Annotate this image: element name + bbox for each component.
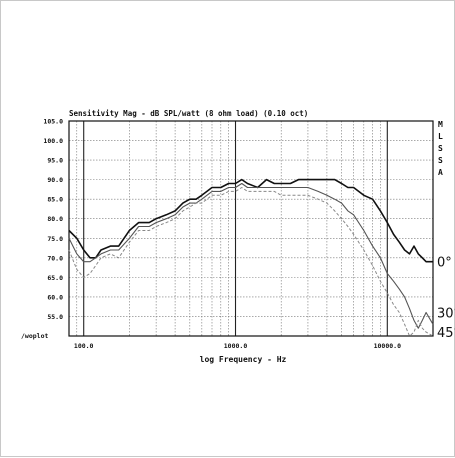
x-axis-label: log Frequency - Hz — [200, 355, 287, 364]
angle-label: 30° — [437, 307, 455, 322]
series-line — [68, 182, 434, 329]
angle-label: 0° — [437, 256, 452, 271]
tick-layer: 105.0 100.0 95.0 90.0 85.0 80.0 75.0 70.0 65.0 60… — [43, 118, 401, 351]
side-legend-letter: S — [438, 144, 443, 153]
y-tick-label: 60.0 — [47, 293, 63, 301]
y-tick-label: 70.0 — [47, 254, 63, 262]
x-tick-label: 1000.0 — [224, 342, 248, 350]
angle-label: 45° — [437, 326, 455, 341]
y-tick-label: 90.0 — [47, 176, 63, 184]
y-tick-label: 65.0 — [47, 274, 63, 282]
y-tick-label: 55.0 — [47, 313, 63, 321]
side-legend-letter: L — [438, 132, 443, 141]
x-tick-label: 10000.0 — [374, 342, 401, 350]
y-tick-label: 80.0 — [47, 215, 63, 223]
grid-layer — [68, 120, 434, 337]
side-legend-letter: S — [438, 156, 443, 165]
y-tick-label: 105.0 — [43, 118, 63, 126]
right-angle-labels: 0° 30° 45° — [437, 256, 455, 341]
side-legend-letter: A — [438, 168, 443, 177]
y-tick-label: 95.0 — [47, 157, 63, 165]
plot-border — [68, 120, 434, 337]
y-tick-label: 100.0 — [43, 137, 63, 145]
y-tick-label: 85.0 — [47, 196, 63, 204]
series-line — [68, 187, 434, 337]
side-legend-letter: M — [438, 120, 443, 129]
y-tick-label: 75.0 — [47, 235, 63, 243]
x-tick-label: 100.0 — [74, 342, 94, 350]
y-axis-footer: /woplot — [21, 332, 48, 340]
series-layer — [68, 178, 434, 337]
series-line — [68, 178, 433, 263]
chart-title: Sensitivity Mag - dB SPL/watt (8 ohm loa… — [69, 109, 308, 118]
